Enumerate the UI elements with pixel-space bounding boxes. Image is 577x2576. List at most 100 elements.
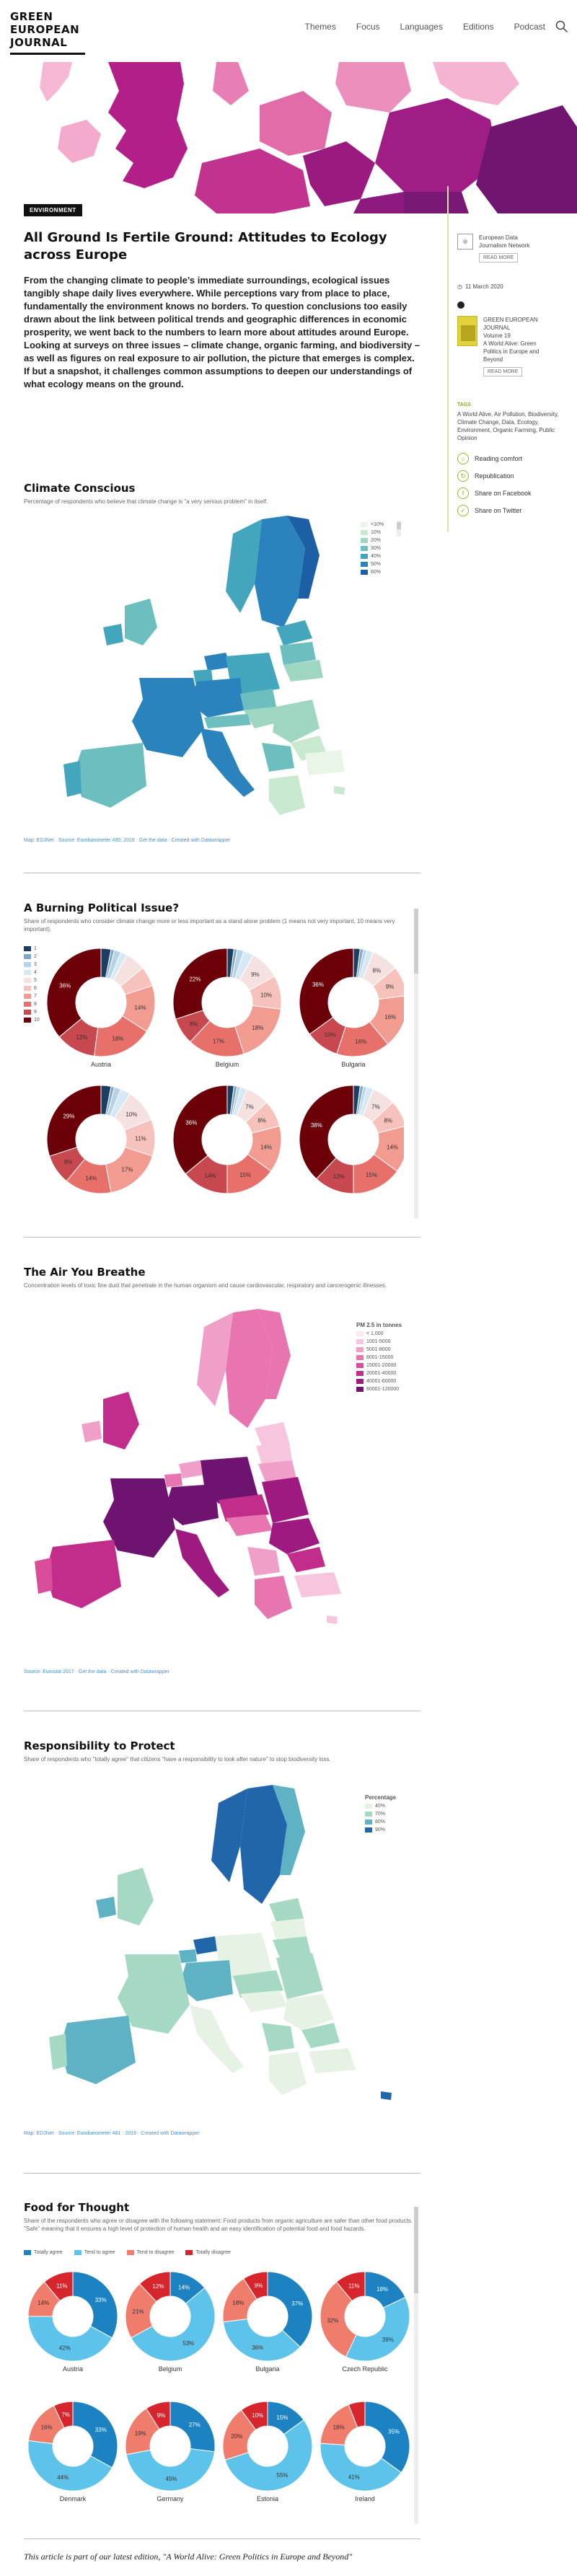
edition-footer-note: This article is part of our latest editi…	[24, 2551, 352, 2562]
burning-donut-value-label: 18%	[112, 1036, 123, 1042]
food-donut-slice[interactable]	[72, 2271, 118, 2339]
burning-donut-slice[interactable]	[172, 948, 228, 1020]
food-donut-slice[interactable]	[243, 2271, 268, 2301]
burning-donut-value-label: 10%	[260, 992, 272, 999]
responsibility-source[interactable]: Map: EDJNet · Source: Eurobarometer 481 …	[24, 2131, 200, 2136]
climate-legend: <10% 10% 20% 30% 40% 50% 60%	[361, 521, 384, 576]
burning-donut-slice[interactable]	[172, 1085, 228, 1175]
actions-block: ⌂ Reading comfort ↻ Republication f Share o…	[457, 453, 532, 516]
partner-name[interactable]: European Data Journalism Network	[479, 234, 530, 249]
food-donut-slice[interactable]	[335, 2271, 366, 2302]
burning-donut-value-label: 14%	[85, 1175, 97, 1181]
tags-block: TAGS A World Alive, Air Pollution, Biodi…	[457, 402, 565, 442]
burning-donut-value-label: 15%	[366, 1172, 377, 1178]
food-donut-value-label: 55%	[276, 2472, 288, 2479]
burning-donut-value-label: 18%	[252, 1025, 263, 1031]
climate-legend-item: 40%	[371, 554, 382, 559]
food-donut-slice[interactable]	[364, 2401, 410, 2474]
food-donut-value-label: 27%	[189, 2422, 201, 2428]
burning-donut-value-label: 7%	[371, 1104, 380, 1111]
burning-donut-value-label: 29%	[63, 1113, 74, 1120]
burning-donut-slice[interactable]	[371, 1101, 404, 1134]
share-facebook-action[interactable]: f Share on Facebook	[457, 488, 532, 499]
climate-legend-item: 20%	[371, 538, 382, 543]
burning-desc: Share of respondents who consider climat…	[24, 918, 395, 932]
edition-title[interactable]: A World Alive: Green Politics in Europe …	[483, 340, 539, 363]
air-map[interactable]	[24, 1298, 420, 1659]
food-donut-slice[interactable]	[320, 2443, 402, 2492]
partner-read-more-button[interactable]: READ MORE	[479, 253, 519, 263]
food-donut-slice[interactable]	[146, 2401, 171, 2430]
food-donut-value-label: 21%	[133, 2308, 144, 2315]
food-donut-slice[interactable]	[267, 2271, 313, 2348]
food-donut-value-label: 36%	[252, 2345, 263, 2351]
nav-podcast[interactable]: Podcast	[514, 22, 545, 32]
republication-action[interactable]: ↻ Republication	[457, 470, 532, 482]
food-donut-slice[interactable]	[27, 2440, 113, 2492]
air-source[interactable]: Source: Eurostat 2017 · Get the data · C…	[24, 1669, 169, 1675]
burning-donut-value-label: 16%	[355, 1038, 366, 1045]
nav-languages[interactable]: Languages	[400, 22, 443, 32]
site-logo[interactable]: GREEN EUROPEAN JOURNAL	[10, 10, 79, 49]
air-legend: PM 2.5 in tonnes < 1,000 1001-5000 5001-…	[356, 1322, 402, 1392]
food-donut-slice[interactable]	[224, 2419, 313, 2492]
food-donut-slice[interactable]	[72, 2401, 118, 2469]
climate-legend-item: 10%	[371, 530, 382, 535]
responsibility-map[interactable]	[24, 1774, 420, 2120]
food-donut-slice[interactable]	[348, 2401, 366, 2428]
climate-legend-item: 60%	[371, 570, 382, 575]
food-donut-country-label: Bulgaria	[255, 2365, 279, 2373]
burning-donut-charts[interactable]: 14% 18% 12% 36% Austria 9% 10% 18% 17% 8% 22% Belgi…	[43, 945, 404, 1219]
edition-link[interactable]: "A World Alive: Green Politics in Europe…	[162, 2551, 353, 2562]
food-donut-value-label: 33%	[95, 2427, 107, 2433]
food-donut-value-label: 42%	[59, 2345, 71, 2352]
food-donut-slice[interactable]	[130, 2287, 216, 2362]
category-badge[interactable]: ENVIRONMENT	[24, 204, 82, 216]
nav-themes[interactable]: Themes	[304, 22, 336, 32]
burning-donut-value-label: 12%	[333, 1173, 345, 1180]
food-donut-slice[interactable]	[222, 2318, 301, 2362]
burning-donut-value-label: 14%	[260, 1144, 272, 1150]
nav-editions[interactable]: Editions	[462, 22, 494, 32]
burning-donut-value-label: 15%	[239, 1172, 251, 1178]
partner-block: ◎ European Data Journalism Network READ …	[457, 234, 544, 263]
nav-focus[interactable]: Focus	[356, 22, 380, 32]
burning-scrollbar[interactable]	[414, 909, 418, 1219]
logo-line-3: JOURNAL	[10, 36, 68, 49]
burning-donut-country-label: Belgium	[216, 1061, 239, 1068]
food-donut-slice[interactable]	[138, 2271, 171, 2303]
climate-map[interactable]	[24, 505, 420, 829]
climate-source[interactable]: Map: EDJNet · Source: Eurobarometer 490,…	[24, 838, 230, 843]
burning-donut-slice[interactable]	[299, 948, 354, 1035]
burning-donut-value-label: 8%	[257, 1118, 266, 1124]
edition-cover-image[interactable]	[457, 316, 477, 346]
food-scrollbar[interactable]	[414, 2207, 418, 2524]
food-donut-slice[interactable]	[43, 2271, 74, 2302]
climate-desc: Percentage of respondents who believe th…	[24, 498, 268, 505]
climate-legend-scrollbar[interactable]	[397, 521, 401, 537]
food-donut-slice[interactable]	[240, 2401, 268, 2431]
tags-list[interactable]: A World Alive, Air Pollution, Biodiversi…	[457, 411, 559, 441]
logo-underline	[10, 53, 85, 55]
search-icon[interactable]	[555, 20, 568, 33]
section-divider	[24, 1237, 420, 1238]
burning-title: A Burning Political Issue?	[24, 901, 180, 914]
edition-block[interactable]: GREEN EUROPEAN JOURNAL Volume 19 A World…	[457, 316, 545, 376]
share-twitter-action[interactable]: ✓ Share on Twitter	[457, 505, 532, 516]
food-donut-country-label: Denmark	[60, 2495, 87, 2502]
burning-donut-slice[interactable]	[46, 1085, 102, 1157]
burning-donut-slice[interactable]	[46, 948, 102, 1038]
food-donut-slice[interactable]	[53, 2401, 74, 2429]
main-nav: Themes Focus Languages Editions Podcast	[305, 22, 546, 32]
edition-volume: Volume 19	[483, 332, 511, 339]
food-donut-charts[interactable]: 33% 42% 14% 11% Austria 14% 53% 21% 12% Belgium 37…	[24, 2259, 413, 2526]
reading-comfort-action[interactable]: ⌂ Reading comfort	[457, 453, 532, 464]
food-donut-slice[interactable]	[125, 2448, 216, 2492]
edition-read-more-button[interactable]: READ MORE	[483, 367, 523, 376]
food-donut-slice[interactable]	[320, 2281, 357, 2357]
food-donut-slice[interactable]	[27, 2316, 113, 2362]
food-donut-slice[interactable]	[169, 2401, 216, 2453]
tags-heading: TAGS	[457, 402, 471, 407]
food-donut-slice[interactable]	[345, 2296, 410, 2362]
burning-donut-slice[interactable]	[299, 1085, 354, 1180]
